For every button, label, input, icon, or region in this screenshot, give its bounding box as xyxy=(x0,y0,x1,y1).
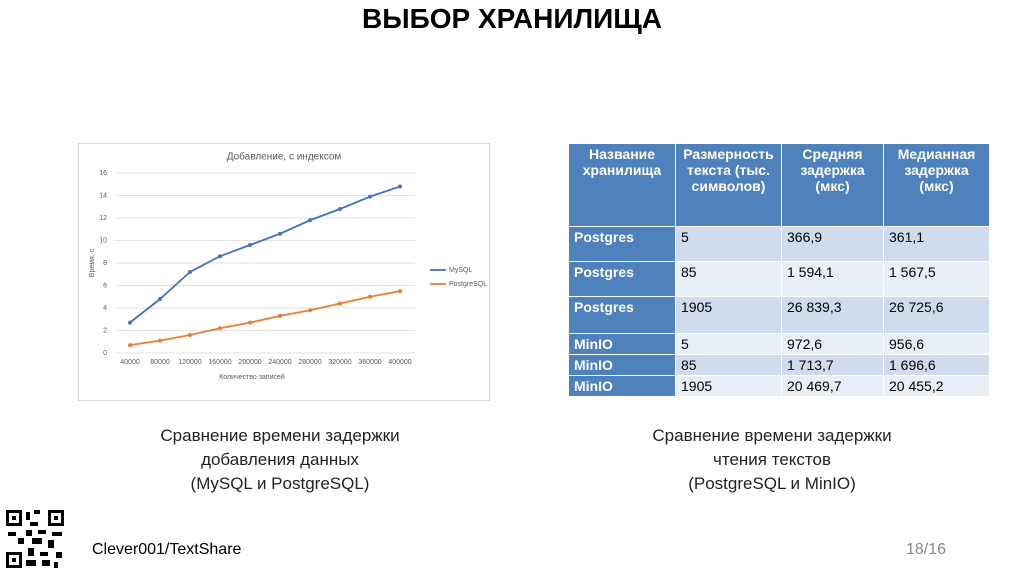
y-tick-label: 6 xyxy=(103,282,107,289)
point xyxy=(218,326,222,331)
x-tick-label: 160000 xyxy=(208,359,231,366)
page-number: 18/16 xyxy=(905,541,946,558)
point xyxy=(368,194,372,199)
caption: Сравнение времени задержки добавления да… xyxy=(160,426,400,493)
y-tick-label: 10 xyxy=(99,237,107,244)
header-row: Название хранилища Размерность текста (ты… xyxy=(568,143,990,227)
table-cell: 20 455,2 xyxy=(883,375,990,397)
table-cell: 85 xyxy=(675,354,782,376)
point xyxy=(158,338,162,343)
point xyxy=(308,218,312,223)
point xyxy=(188,270,192,274)
y-tick-label: 2 xyxy=(103,327,107,334)
x-tick-label: 80000 xyxy=(150,359,170,366)
point xyxy=(338,207,342,211)
chart: Добавление, с индексом Количество записе… xyxy=(78,143,490,401)
table-cell: 956,6 xyxy=(883,333,990,355)
chart-frame xyxy=(78,143,490,401)
point xyxy=(128,343,132,348)
legend-label: MySQL xyxy=(449,267,472,274)
table-cell: 85 xyxy=(675,261,782,297)
table-cell: 1 594,1 xyxy=(781,261,884,297)
point xyxy=(368,294,372,299)
header-cell: Медианная задержка (мкс) xyxy=(883,143,990,227)
table-cell: 366,9 xyxy=(781,226,884,262)
point xyxy=(278,231,282,236)
table-cell: 361,1 xyxy=(883,226,990,262)
table-cell: 5 xyxy=(675,333,782,355)
caption: Сравнение времени задержки чтения тексто… xyxy=(652,426,892,493)
y-tick-label: 0 xyxy=(103,350,107,357)
x-tick-label: 240000 xyxy=(268,359,291,366)
table-cell: 972,6 xyxy=(781,333,884,355)
table-row: Postgres 85 1 594,1 1 567,5 xyxy=(568,261,990,297)
chart-title: Добавление, с индексом xyxy=(227,151,342,163)
header-cell: Название хранилища xyxy=(568,143,676,227)
table-row: Postgres 1905 26 839,3 26 725,6 xyxy=(568,296,990,334)
y-axis-label: Время, с xyxy=(89,248,96,277)
point xyxy=(158,297,162,301)
table-cell: MinIO xyxy=(568,375,676,397)
series-line xyxy=(129,290,401,347)
point xyxy=(398,289,402,294)
header-cell: Средняя задержка (мкс) xyxy=(781,143,884,227)
title: ВЫБОР ХРАНИЛИЩА xyxy=(362,3,662,34)
table-cell: MinIO xyxy=(568,354,676,376)
point xyxy=(218,254,222,259)
table-row: MinIO 1905 20 469,7 20 455,2 xyxy=(568,375,990,397)
y-tick-label: 8 xyxy=(103,260,107,267)
y-tick-label: 12 xyxy=(99,215,107,222)
x-tick-label: 400000 xyxy=(388,359,411,366)
point xyxy=(398,184,402,189)
y-tick-label: 16 xyxy=(99,170,107,177)
point xyxy=(188,333,192,337)
table-cell: Postgres xyxy=(568,261,676,297)
x-tick-label: 200000 xyxy=(238,359,261,366)
table-cell: Postgres xyxy=(568,296,676,334)
point xyxy=(128,320,132,325)
table-cell: 1 713,7 xyxy=(781,354,884,376)
point xyxy=(248,243,252,247)
table-cell: Postgres xyxy=(568,226,676,262)
table: Название хранилища Размерность текста (ты… xyxy=(568,143,990,397)
legend-label: PostgreSQL xyxy=(449,281,487,288)
point xyxy=(308,308,312,313)
table-cell: 1 696,6 xyxy=(883,354,990,376)
table-cell: 20 469,7 xyxy=(781,375,884,397)
table-cell: 1905 xyxy=(675,375,782,397)
x-tick-label: 40000 xyxy=(120,359,140,366)
point xyxy=(338,301,342,306)
table-row: MinIO 5 972,6 956,6 xyxy=(568,333,990,355)
table-row: Postgres 5 366,9 361,1 xyxy=(568,226,990,262)
table-cell: 1 567,5 xyxy=(883,261,990,297)
point xyxy=(278,313,282,318)
qr-code xyxy=(4,508,66,570)
table-cell: 26 839,3 xyxy=(781,296,884,334)
series-line xyxy=(129,185,401,324)
header-cell: Размерность текста (тыс. символов) xyxy=(675,143,782,227)
x-tick-label: 280000 xyxy=(298,359,321,366)
y-tick-label: 14 xyxy=(99,192,107,199)
table-cell: MinIO xyxy=(568,333,676,355)
x-tick-label: 320000 xyxy=(328,359,351,366)
point xyxy=(248,320,252,325)
table-row: MinIO 85 1 713,7 1 696,6 xyxy=(568,354,990,376)
table-cell: 5 xyxy=(675,226,782,262)
y-tick-label: 4 xyxy=(103,305,107,312)
footer-repo: Clever001/TextShare xyxy=(92,541,242,558)
x-tick-label: 360000 xyxy=(358,359,381,366)
x-axis-label: Количество записей xyxy=(219,373,285,381)
x-tick-label: 120000 xyxy=(178,359,201,366)
table-cell: 1905 xyxy=(675,296,782,334)
table-cell: 26 725,6 xyxy=(883,296,990,334)
